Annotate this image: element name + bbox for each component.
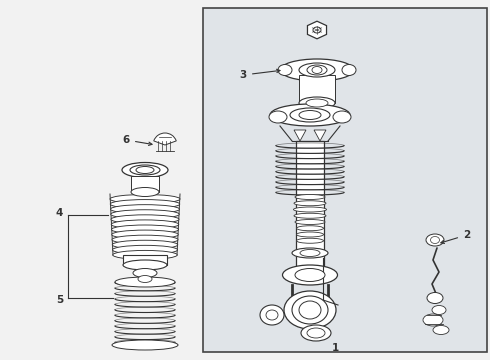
Ellipse shape bbox=[294, 201, 326, 206]
Ellipse shape bbox=[432, 306, 446, 315]
Ellipse shape bbox=[266, 310, 278, 320]
Ellipse shape bbox=[111, 220, 179, 229]
Ellipse shape bbox=[130, 165, 160, 175]
Ellipse shape bbox=[306, 99, 328, 107]
Ellipse shape bbox=[112, 240, 178, 249]
Bar bbox=[299, 75, 335, 103]
Ellipse shape bbox=[292, 248, 328, 258]
Bar bbox=[131, 176, 159, 192]
Ellipse shape bbox=[260, 305, 284, 325]
Ellipse shape bbox=[112, 230, 178, 239]
Ellipse shape bbox=[111, 210, 179, 219]
Ellipse shape bbox=[296, 238, 323, 243]
Text: 3: 3 bbox=[240, 69, 280, 80]
Ellipse shape bbox=[278, 64, 292, 76]
Ellipse shape bbox=[431, 237, 440, 243]
Ellipse shape bbox=[307, 65, 327, 75]
Ellipse shape bbox=[133, 269, 157, 278]
Polygon shape bbox=[307, 21, 326, 39]
Text: 2: 2 bbox=[441, 230, 470, 243]
Bar bbox=[303, 108, 331, 114]
Ellipse shape bbox=[294, 213, 326, 218]
Ellipse shape bbox=[113, 245, 177, 254]
Ellipse shape bbox=[423, 314, 443, 326]
Text: 4: 4 bbox=[56, 208, 63, 218]
Ellipse shape bbox=[122, 162, 168, 177]
Ellipse shape bbox=[300, 249, 320, 257]
Ellipse shape bbox=[138, 275, 152, 283]
Ellipse shape bbox=[112, 340, 178, 350]
Ellipse shape bbox=[307, 328, 325, 338]
Text: 1: 1 bbox=[331, 343, 339, 353]
Ellipse shape bbox=[295, 194, 325, 199]
Ellipse shape bbox=[290, 108, 330, 122]
Ellipse shape bbox=[299, 111, 321, 120]
Ellipse shape bbox=[299, 97, 335, 109]
Ellipse shape bbox=[301, 325, 331, 341]
Ellipse shape bbox=[296, 226, 323, 231]
Bar bbox=[203, 8, 487, 352]
Ellipse shape bbox=[342, 64, 356, 76]
Ellipse shape bbox=[295, 220, 325, 225]
Ellipse shape bbox=[115, 277, 175, 287]
Ellipse shape bbox=[295, 269, 325, 282]
Ellipse shape bbox=[110, 199, 180, 208]
Polygon shape bbox=[314, 130, 326, 141]
Ellipse shape bbox=[269, 111, 287, 123]
Ellipse shape bbox=[294, 207, 326, 212]
Ellipse shape bbox=[270, 104, 350, 126]
Ellipse shape bbox=[110, 194, 180, 203]
Polygon shape bbox=[294, 130, 306, 141]
Bar bbox=[296, 141, 324, 275]
Ellipse shape bbox=[313, 27, 321, 33]
Ellipse shape bbox=[433, 325, 449, 334]
Ellipse shape bbox=[111, 215, 179, 224]
Ellipse shape bbox=[333, 111, 351, 123]
Ellipse shape bbox=[284, 291, 336, 329]
Wedge shape bbox=[154, 133, 176, 145]
Ellipse shape bbox=[111, 205, 179, 214]
Text: 5: 5 bbox=[56, 295, 63, 305]
Ellipse shape bbox=[113, 251, 177, 260]
Ellipse shape bbox=[283, 265, 338, 285]
Ellipse shape bbox=[312, 67, 322, 73]
Ellipse shape bbox=[136, 166, 154, 174]
Bar bbox=[123, 255, 167, 265]
Ellipse shape bbox=[299, 63, 335, 77]
Ellipse shape bbox=[280, 59, 354, 81]
Ellipse shape bbox=[427, 292, 443, 303]
Ellipse shape bbox=[123, 260, 167, 270]
Text: 6: 6 bbox=[123, 135, 152, 145]
Ellipse shape bbox=[426, 234, 444, 246]
Ellipse shape bbox=[299, 301, 321, 319]
Ellipse shape bbox=[112, 225, 178, 234]
Ellipse shape bbox=[131, 188, 159, 197]
Ellipse shape bbox=[112, 235, 178, 244]
Ellipse shape bbox=[292, 296, 328, 324]
Ellipse shape bbox=[296, 232, 323, 237]
